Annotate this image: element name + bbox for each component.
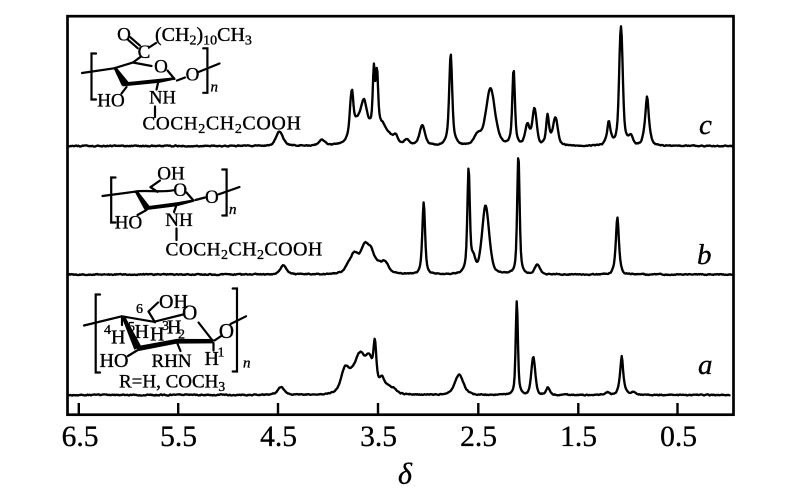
svg-text:a: a bbox=[698, 349, 713, 381]
svg-text:O: O bbox=[219, 319, 234, 343]
svg-text:O: O bbox=[186, 64, 200, 85]
svg-text:3: 3 bbox=[162, 319, 169, 334]
svg-text:6.5: 6.5 bbox=[62, 421, 99, 453]
svg-text:COCH2CH2COOH: COCH2CH2COOH bbox=[143, 113, 302, 138]
svg-text:4.5: 4.5 bbox=[260, 421, 297, 453]
svg-text:H: H bbox=[205, 348, 219, 370]
svg-text:HO: HO bbox=[100, 350, 129, 372]
svg-text:HO: HO bbox=[97, 90, 124, 111]
svg-text:C: C bbox=[138, 42, 151, 63]
svg-text:c: c bbox=[699, 109, 712, 141]
svg-text:1.5: 1.5 bbox=[560, 421, 597, 453]
svg-text:OH: OH bbox=[159, 291, 188, 313]
svg-text:3.5: 3.5 bbox=[360, 421, 397, 453]
svg-text:n: n bbox=[211, 80, 219, 96]
svg-text:H: H bbox=[167, 317, 181, 339]
svg-text:R=H, COCH3: R=H, COCH3 bbox=[119, 372, 225, 395]
svg-text:O: O bbox=[117, 25, 131, 46]
svg-text:HO: HO bbox=[115, 212, 142, 233]
svg-text:O: O bbox=[205, 187, 219, 208]
svg-text:H: H bbox=[135, 321, 149, 343]
svg-text:n: n bbox=[243, 356, 251, 372]
svg-text:H: H bbox=[111, 327, 125, 349]
svg-text:1: 1 bbox=[218, 346, 225, 361]
svg-text:5.5: 5.5 bbox=[160, 421, 197, 453]
svg-text:2: 2 bbox=[178, 328, 185, 343]
svg-text:NH: NH bbox=[149, 89, 176, 109]
svg-text:b: b bbox=[697, 239, 712, 271]
svg-text:2.5: 2.5 bbox=[460, 421, 497, 453]
svg-text:NH: NH bbox=[165, 210, 193, 231]
svg-text:4: 4 bbox=[104, 323, 111, 338]
svg-text:δ: δ bbox=[398, 458, 413, 491]
svg-text:6: 6 bbox=[136, 302, 143, 317]
svg-text:COCH2CH2COOH: COCH2CH2COOH bbox=[166, 239, 323, 264]
svg-text:0.5: 0.5 bbox=[660, 421, 697, 453]
svg-text:O: O bbox=[173, 180, 187, 201]
svg-text:RHN: RHN bbox=[151, 351, 191, 372]
svg-text:O: O bbox=[154, 57, 168, 78]
svg-text:OH: OH bbox=[157, 163, 185, 184]
svg-text:O: O bbox=[182, 301, 197, 325]
svg-text:5: 5 bbox=[128, 320, 135, 335]
svg-text:n: n bbox=[229, 202, 237, 218]
svg-text:H: H bbox=[150, 324, 164, 346]
